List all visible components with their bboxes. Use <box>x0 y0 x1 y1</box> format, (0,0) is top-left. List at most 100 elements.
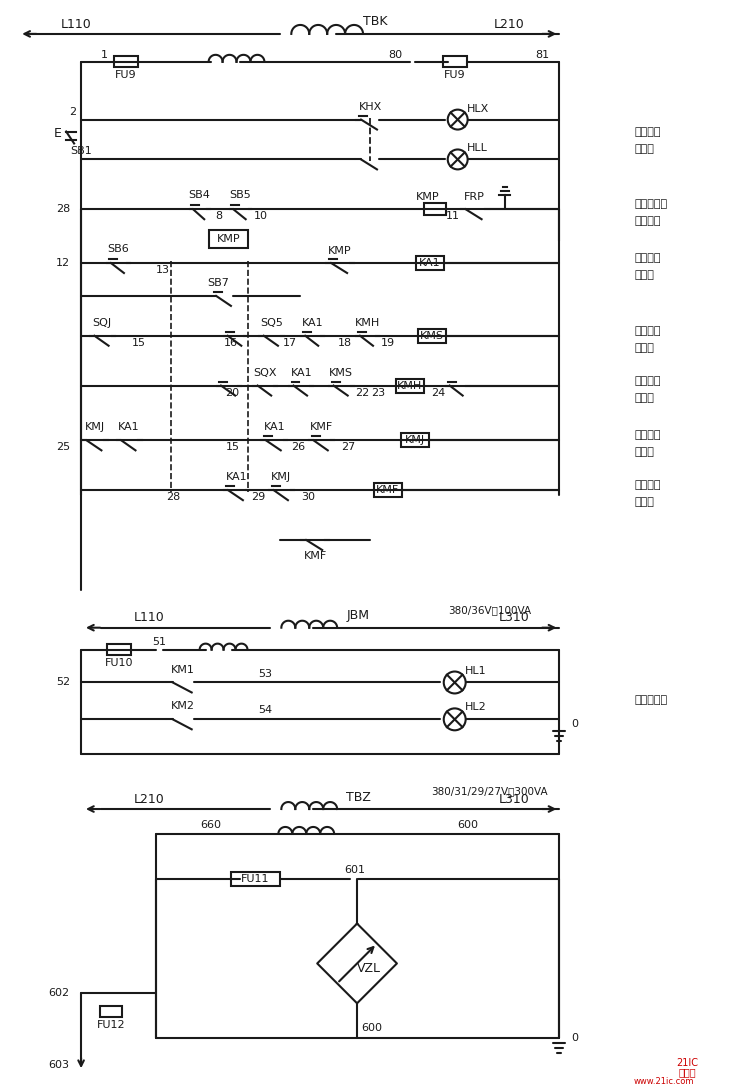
Bar <box>416 256 443 270</box>
Text: KA1: KA1 <box>301 318 323 328</box>
Bar <box>443 57 467 68</box>
Text: 22: 22 <box>355 388 369 397</box>
Text: www.21ic.com: www.21ic.com <box>634 1077 694 1086</box>
Text: 54: 54 <box>258 706 273 715</box>
Text: KM1: KM1 <box>171 664 195 674</box>
Text: FRP: FRP <box>464 193 485 203</box>
Text: 25: 25 <box>56 442 70 452</box>
Bar <box>100 1006 122 1017</box>
Text: FU11: FU11 <box>241 873 270 884</box>
Text: 600: 600 <box>362 1024 383 1033</box>
Text: KMP: KMP <box>328 246 352 256</box>
Text: L310: L310 <box>499 611 530 624</box>
Circle shape <box>448 149 467 170</box>
Text: SB4: SB4 <box>189 191 210 200</box>
Text: VZL: VZL <box>357 962 381 975</box>
Text: FU10: FU10 <box>105 658 133 668</box>
Text: TBK: TBK <box>363 15 387 28</box>
Circle shape <box>443 708 466 731</box>
Bar <box>107 644 131 656</box>
Bar <box>418 329 446 343</box>
Text: KMP: KMP <box>416 193 440 203</box>
Text: KA1: KA1 <box>225 473 247 482</box>
Text: 601: 601 <box>345 865 366 874</box>
Text: L110: L110 <box>61 19 91 32</box>
Text: L210: L210 <box>494 19 525 32</box>
Text: HLX: HLX <box>467 103 489 113</box>
Text: KMF: KMF <box>376 486 399 495</box>
Text: KMH: KMH <box>354 318 380 328</box>
Text: KMS: KMS <box>419 331 444 341</box>
Text: L110: L110 <box>133 611 164 624</box>
Text: 横梁下降: 横梁下降 <box>634 376 661 386</box>
Text: HLL: HLL <box>467 144 488 154</box>
Text: SB6: SB6 <box>107 244 129 254</box>
Text: 横梁放松: 横梁放松 <box>634 480 661 490</box>
Text: SQX: SQX <box>254 368 277 378</box>
Text: 26: 26 <box>291 442 306 452</box>
Text: JBM: JBM <box>347 609 369 622</box>
Text: KA1: KA1 <box>118 423 140 432</box>
Text: SB1: SB1 <box>70 146 92 157</box>
Text: FU9: FU9 <box>444 70 466 79</box>
Text: 380/36V，100VA: 380/36V，100VA <box>448 604 531 615</box>
Text: KMJ: KMJ <box>404 436 425 445</box>
Text: 380/31/29/27V，300VA: 380/31/29/27V，300VA <box>431 786 548 796</box>
Text: E: E <box>54 127 62 140</box>
Text: HL2: HL2 <box>464 702 487 712</box>
Text: 28: 28 <box>56 205 70 215</box>
Text: 17: 17 <box>283 338 297 347</box>
Bar <box>396 379 424 392</box>
Text: 27: 27 <box>341 442 355 452</box>
Text: 接触器: 接触器 <box>634 498 654 507</box>
Bar <box>114 57 138 68</box>
Text: SB5: SB5 <box>230 191 252 200</box>
Text: 8: 8 <box>215 211 222 221</box>
Text: 18: 18 <box>338 338 352 347</box>
Text: 机接触器: 机接触器 <box>634 217 661 227</box>
Text: 局部照明灯: 局部照明灯 <box>634 696 667 706</box>
Text: HL1: HL1 <box>465 665 486 675</box>
Text: 28: 28 <box>166 492 180 502</box>
Text: KMH: KMH <box>397 380 422 391</box>
Text: 21IC: 21IC <box>676 1059 698 1068</box>
Text: KMS: KMS <box>329 368 353 378</box>
Text: KMP: KMP <box>216 234 240 244</box>
Text: 15: 15 <box>225 442 240 452</box>
Text: SB7: SB7 <box>207 278 229 287</box>
Text: 19: 19 <box>381 338 395 347</box>
Text: 20: 20 <box>225 388 240 397</box>
Text: 602: 602 <box>49 989 70 999</box>
Text: 横梁上升: 横梁上升 <box>634 326 661 335</box>
Text: TBZ: TBZ <box>345 791 371 804</box>
Text: 横梁夹紧: 横梁夹紧 <box>634 430 661 440</box>
Text: 12: 12 <box>56 258 70 268</box>
Text: KHX: KHX <box>358 101 382 112</box>
Text: 接触器: 接触器 <box>634 448 654 457</box>
Text: 0: 0 <box>571 1033 578 1043</box>
Text: SQJ: SQJ <box>92 318 112 328</box>
Text: 11: 11 <box>446 211 460 221</box>
Text: SQ5: SQ5 <box>260 318 283 328</box>
Text: FU12: FU12 <box>97 1020 125 1030</box>
Text: FU9: FU9 <box>115 70 137 79</box>
Text: KMF: KMF <box>309 423 333 432</box>
Text: 2: 2 <box>70 107 76 117</box>
Bar <box>209 230 249 248</box>
Text: 指示灯: 指示灯 <box>634 145 654 155</box>
Text: 16: 16 <box>223 338 237 347</box>
Text: 继电器: 继电器 <box>634 270 654 280</box>
Text: 24: 24 <box>431 388 445 397</box>
Bar <box>374 484 402 498</box>
Text: 29: 29 <box>252 492 266 502</box>
Bar <box>424 204 446 216</box>
Circle shape <box>443 672 466 694</box>
Text: KMF: KMF <box>303 551 327 561</box>
Text: 660: 660 <box>200 820 221 830</box>
Text: 接触器: 接触器 <box>634 392 654 403</box>
Text: 603: 603 <box>49 1060 70 1070</box>
Bar <box>401 433 428 448</box>
Text: 30: 30 <box>301 492 315 502</box>
Text: KMJ: KMJ <box>85 423 105 432</box>
Text: 13: 13 <box>156 265 170 276</box>
